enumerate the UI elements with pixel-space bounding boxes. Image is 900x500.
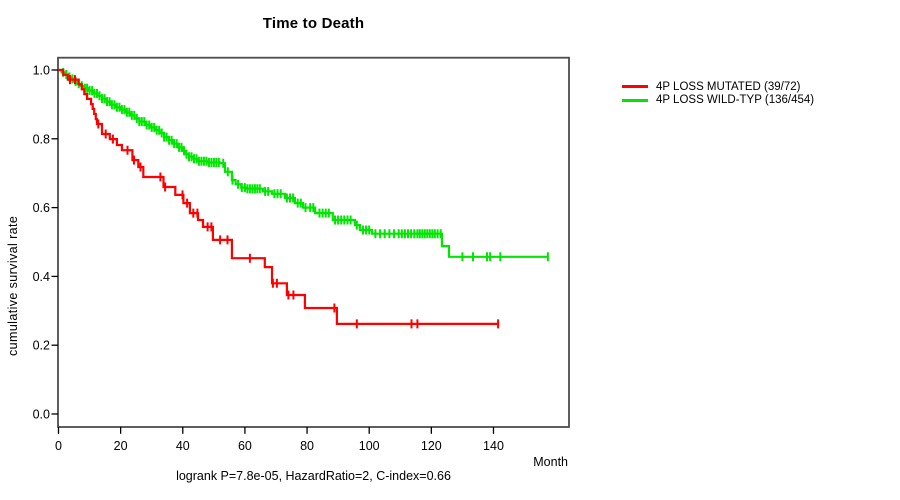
x-tick-label: 60 xyxy=(238,439,252,453)
legend-label-mutated: 4P LOSS MUTATED (39/72) xyxy=(656,80,801,93)
x-tick-label: 80 xyxy=(300,439,314,453)
y-tick-label: 0.0 xyxy=(33,408,50,422)
y-tick-label: 0.2 xyxy=(33,339,50,353)
x-tick-label: 100 xyxy=(359,439,380,453)
x-tick-label: 120 xyxy=(421,439,442,453)
legend-item-mutated: 4P LOSS MUTATED (39/72) xyxy=(622,80,814,94)
y-tick-label: 0.4 xyxy=(33,270,50,284)
plot-box xyxy=(57,56,570,428)
y-tick-label: 0.8 xyxy=(33,132,50,146)
stats-annotation: logrank P=7.8e-05, HazardRatio=2, C-inde… xyxy=(176,469,451,483)
legend-line-wildtype-icon xyxy=(622,98,648,102)
x-tick-label: 0 xyxy=(55,439,62,453)
y-tick-label: 1.0 xyxy=(33,64,50,78)
curve-wildtype xyxy=(58,68,548,258)
plot-title: Time to Death xyxy=(262,15,365,32)
x-tick-label: 20 xyxy=(114,439,128,453)
legend-item-wildtype: 4P LOSS WILD-TYP (136/454) xyxy=(622,94,814,108)
legend: 4P LOSS MUTATED (39/72) 4P LOSS WILD-TYP… xyxy=(622,80,814,107)
legend-label-wildtype: 4P LOSS WILD-TYP (136/454) xyxy=(656,94,815,107)
x-tick-label: 140 xyxy=(483,439,504,453)
curve-mutated xyxy=(58,68,499,325)
censor-ticks-wildtype xyxy=(62,67,549,262)
y-tick-label: 0.6 xyxy=(33,201,50,215)
legend-line-mutated-icon xyxy=(622,85,648,89)
x-axis-title: Month xyxy=(533,455,568,469)
x-tick-label: 40 xyxy=(176,439,190,453)
